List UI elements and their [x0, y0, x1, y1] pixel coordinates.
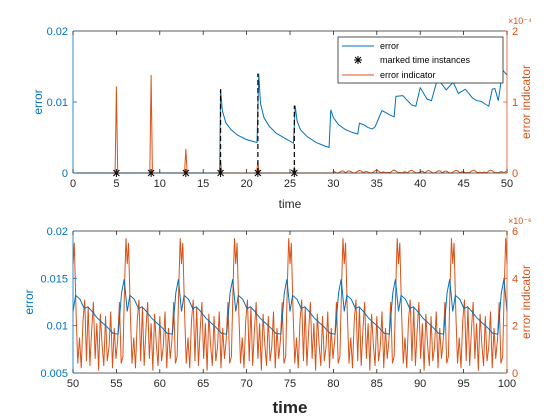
bottom-x-axis-label: time [273, 398, 308, 417]
y-tick-label-left: 0.02 [47, 26, 68, 38]
x-tick-label: 20 [240, 178, 252, 190]
legend-entry-error-indicator: error indicator [342, 70, 436, 80]
y-tick-label-right: 4 [512, 273, 518, 285]
bottom-y-right-exponent: ×10⁻⁶ [508, 216, 532, 226]
top-y-right-exponent: ×10⁻⁴ [508, 16, 532, 26]
legend-entry-marked-time-instances: marked time instances [354, 55, 471, 65]
legend-label-marked-time-instances: marked time instances [380, 55, 471, 65]
x-tick-label: 40 [414, 178, 426, 190]
y-tick-label-left: 0 [62, 168, 68, 180]
x-tick-label: 50 [501, 178, 513, 190]
top-x-axis-label: time [279, 197, 302, 211]
y-tick-label-right: 0 [512, 368, 518, 380]
legend-label-error: error [380, 41, 399, 51]
y-tick-label-right: 2 [512, 321, 518, 333]
top-y-axis-label-right: error indicator [519, 65, 533, 139]
x-tick-label: 75 [284, 378, 296, 390]
x-tick-label: 25 [284, 178, 296, 190]
top-y-axis-label-left: error [31, 89, 45, 114]
series-error-indicator-line [72, 238, 508, 371]
x-tick-label: 90 [414, 378, 426, 390]
x-tick-label: 65 [197, 378, 209, 390]
bottom-x-ticks: 50 55 60 65 70 75 80 85 90 95 100 [67, 231, 516, 390]
y-tick-label-right: 6 [512, 226, 518, 238]
y-tick-label-left: 0.01 [47, 97, 68, 109]
bottom-axes: 50 55 60 65 70 75 80 85 90 95 100 0.0050.010.0150.… [22, 216, 533, 417]
x-tick-label: 30 [327, 178, 339, 190]
x-tick-label: 0 [70, 178, 76, 190]
top-axes: 0 5 10 15 20 25 30 35 40 45 50 00.010.02 012 time … [31, 16, 533, 211]
legend-entry-error: error [342, 41, 399, 51]
y-tick-label-left: 0.015 [40, 273, 68, 285]
series-error-indicator-line [73, 75, 507, 174]
y-tick-label-left: 0.02 [47, 226, 68, 238]
top-x-ticks: 0 5 10 15 20 25 30 35 40 45 50 [70, 31, 513, 190]
x-tick-label: 10 [154, 178, 166, 190]
x-tick-label: 100 [498, 378, 516, 390]
x-tick-label: 85 [371, 378, 383, 390]
bottom-y-ticks-right: 0 2 4 6 [503, 226, 518, 380]
x-tick-label: 60 [154, 378, 166, 390]
legend-asterisk-marker [354, 56, 362, 64]
x-tick-label: 50 [67, 378, 79, 390]
x-tick-label: 35 [371, 178, 383, 190]
x-tick-label: 15 [197, 178, 209, 190]
bottom-plot-area [72, 238, 508, 371]
bottom-y-axis-label-right: error indicator [519, 265, 533, 339]
series-error-line [72, 279, 508, 335]
x-tick-label: 45 [457, 178, 469, 190]
y-tick-label-right: 1 [512, 97, 518, 109]
x-tick-label: 55 [110, 378, 122, 390]
x-tick-label: 70 [240, 378, 252, 390]
y-tick-label-left: 0.01 [47, 321, 68, 333]
x-tick-label: 80 [327, 378, 339, 390]
legend-label-error-indicator: error indicator [380, 70, 436, 80]
top-y-ticks-left: 0 0.01 0.02 [47, 26, 77, 180]
y-tick-label-left: 0.005 [40, 368, 68, 380]
top-y-ticks-right: 0 1 2 [503, 26, 518, 180]
bottom-y-ticks-left: 0.005 0.01 0.015 0.02 [40, 226, 77, 380]
legend: error marked time instances error indica… [337, 36, 504, 84]
x-tick-label: 5 [113, 178, 119, 190]
x-tick-label: 95 [457, 378, 469, 390]
y-tick-label-right: 0 [512, 168, 518, 180]
y-tick-label-right: 2 [512, 26, 518, 38]
series-error-line [73, 68, 508, 174]
bottom-y-axis-label-left: error [22, 289, 36, 314]
